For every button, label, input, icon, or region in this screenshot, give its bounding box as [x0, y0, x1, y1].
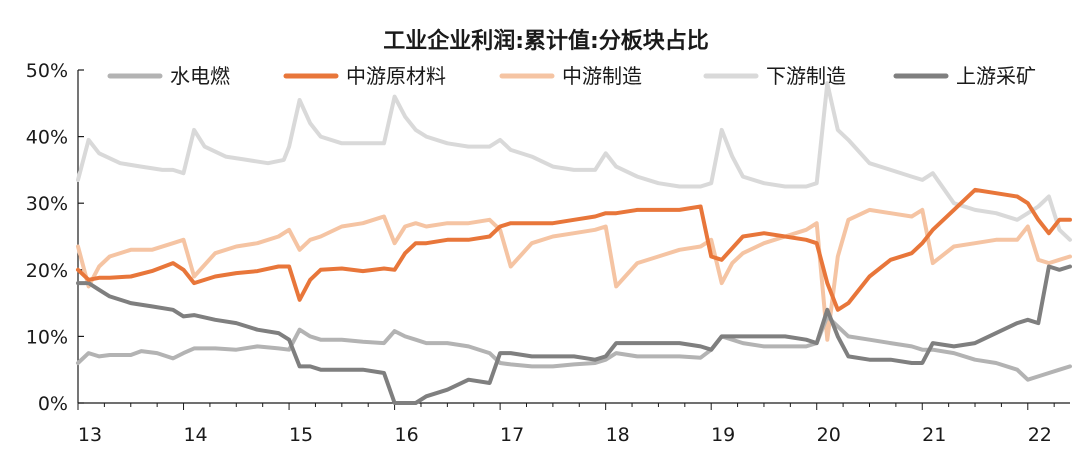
- x-tick-label: 21: [922, 424, 946, 446]
- x-tick-label: 13: [78, 424, 102, 446]
- series-line-3: [76, 81, 1072, 242]
- y-tick-label: 50%: [26, 60, 68, 82]
- legend-label-3: 下游制造: [766, 64, 846, 88]
- y-tick-label: 10%: [26, 326, 68, 348]
- series-line-4: [76, 264, 1072, 405]
- series-layer: [76, 81, 1072, 405]
- chart-title: 工业企业利润:累计值:分板块占比: [383, 28, 709, 54]
- y-tick-label: 30%: [26, 193, 68, 215]
- x-tick-label: 17: [500, 424, 524, 446]
- x-tick-label: 14: [183, 424, 207, 446]
- series-line-1: [76, 187, 1072, 312]
- x-tick-label: 19: [711, 424, 735, 446]
- x-tick-label: 15: [289, 424, 313, 446]
- legend-label-4: 上游采矿: [956, 64, 1036, 88]
- axes: 0% 10% 20% 30% 40% 50% 13 14 15 16 17 18 19 20 21 22: [26, 60, 1070, 446]
- series-line-2: [76, 207, 1072, 342]
- x-tick-label: 22: [1028, 424, 1052, 446]
- legend: 水电燃 中游原材料 中游制造 下游制造 上游采矿: [107, 64, 1036, 88]
- x-tick-label: 16: [395, 424, 419, 446]
- y-tick-label: 20%: [26, 260, 68, 282]
- x-tick-label: 20: [817, 424, 841, 446]
- legend-label-0: 水电燃: [170, 64, 230, 88]
- series-line-0: [76, 314, 1072, 382]
- x-tick-label: 18: [606, 424, 630, 446]
- y-tick-label: 0%: [38, 393, 68, 415]
- legend-label-2: 中游制造: [562, 64, 642, 88]
- legend-label-1: 中游原材料: [346, 64, 446, 88]
- y-tick-label: 40%: [26, 127, 68, 149]
